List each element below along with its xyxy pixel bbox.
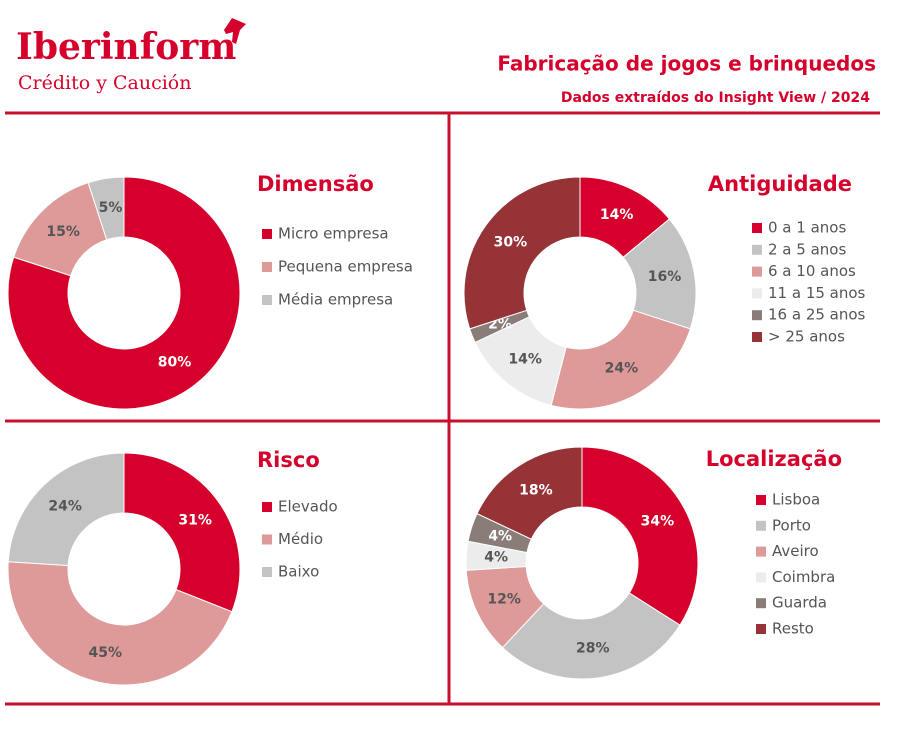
legend-swatch (262, 502, 272, 512)
data-label: 34% (641, 514, 675, 530)
data-label: 31% (178, 513, 212, 529)
legend-label: 6 a 10 anos (768, 262, 856, 280)
legend-swatch (262, 262, 272, 272)
data-label: 24% (48, 498, 82, 514)
brand: Iberinform (16, 26, 236, 68)
data-label: 4% (488, 528, 512, 544)
data-label: 16% (648, 269, 682, 285)
legend-label: Elevado (278, 498, 338, 516)
legend-label: Porto (772, 516, 811, 534)
chart-title: Risco (257, 448, 320, 472)
legend-swatch (752, 310, 762, 321)
legend-swatch (262, 567, 272, 577)
legend-label: Baixo (278, 563, 319, 581)
data-label: 14% (600, 207, 634, 223)
legend-label: Aveiro (772, 542, 819, 560)
legend-swatch (262, 534, 272, 545)
donut-slice (476, 446, 583, 540)
chart-title: Localização (706, 447, 842, 471)
legend-swatch (756, 520, 766, 531)
legend-swatch (756, 598, 766, 609)
legend-label: Lisboa (772, 491, 820, 509)
legend-label: Coimbra (772, 568, 835, 586)
legend-swatch (756, 546, 766, 557)
legend-label: Médio (278, 530, 323, 548)
donut-slice (550, 309, 691, 410)
legend-label: Média empresa (278, 291, 393, 309)
donut-slice (7, 452, 125, 567)
legend-label: Resto (772, 620, 814, 638)
legend-swatch (752, 288, 762, 299)
legend-swatch (752, 244, 762, 255)
logo-icon (224, 18, 246, 44)
legend-label: > 25 anos (768, 328, 845, 346)
legend-swatch (752, 332, 762, 342)
data-label: 45% (88, 645, 122, 661)
legend-label: 11 a 15 anos (768, 284, 866, 302)
donut-slice (463, 176, 581, 330)
data-label: 5% (99, 200, 123, 216)
data-label: 4% (484, 550, 508, 566)
legend-label: 2 a 5 anos (768, 240, 846, 258)
chart-title: Dimensão (257, 172, 374, 196)
legend-swatch (752, 266, 762, 277)
data-label: 80% (158, 355, 192, 371)
donut-slice (123, 452, 241, 613)
legend-label: Guarda (772, 594, 827, 612)
legend-swatch (756, 624, 766, 634)
donut-slice (87, 176, 125, 241)
donut-slice (501, 592, 681, 680)
legend-swatch (756, 572, 766, 583)
legend-label: 16 a 25 anos (768, 306, 866, 324)
legend-swatch (752, 223, 762, 233)
data-label: 30% (494, 234, 528, 250)
page-subtitle: Dados extraídos do Insight View / 2024 (561, 90, 870, 106)
data-label: 14% (508, 351, 542, 367)
legend-swatch (262, 229, 272, 239)
data-label: 15% (46, 224, 80, 240)
donut-slice (581, 446, 699, 626)
data-label: 28% (576, 640, 610, 656)
chart-title: Antiguidade (708, 172, 852, 196)
data-label: 12% (487, 592, 521, 608)
legend-swatch (756, 495, 766, 505)
legend-label: Micro empresa (278, 225, 389, 243)
legend-label: 0 a 1 anos (768, 219, 846, 237)
legend-swatch (262, 295, 272, 305)
data-label: 24% (605, 360, 639, 376)
page-title: Fabricação de jogos e brinquedos (497, 52, 876, 76)
legend-label: Pequena empresa (278, 258, 413, 276)
donut-slice (7, 561, 233, 686)
donut-slice (7, 176, 241, 410)
data-label: 18% (519, 482, 553, 498)
tagline: Crédito y Caución (18, 72, 192, 94)
